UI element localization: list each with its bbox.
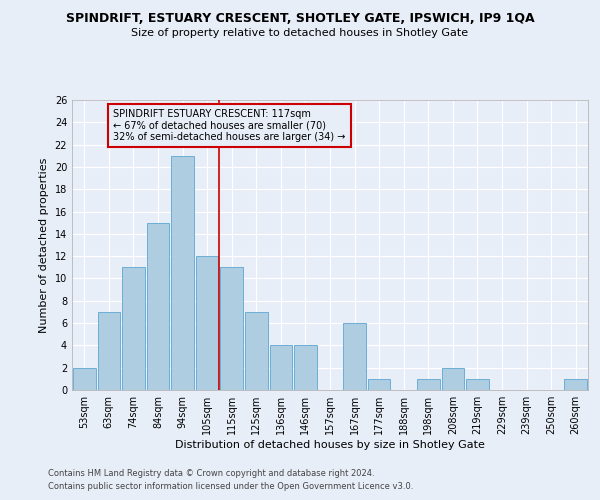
Bar <box>220 268 243 390</box>
Bar <box>343 323 366 390</box>
Bar <box>171 156 194 390</box>
Text: Contains HM Land Registry data © Crown copyright and database right 2024.: Contains HM Land Registry data © Crown c… <box>48 468 374 477</box>
Bar <box>565 379 587 390</box>
Text: Contains public sector information licensed under the Open Government Licence v3: Contains public sector information licen… <box>48 482 413 491</box>
Bar <box>269 346 292 390</box>
Text: Size of property relative to detached houses in Shotley Gate: Size of property relative to detached ho… <box>131 28 469 38</box>
Text: SPINDRIFT, ESTUARY CRESCENT, SHOTLEY GATE, IPSWICH, IP9 1QA: SPINDRIFT, ESTUARY CRESCENT, SHOTLEY GAT… <box>65 12 535 26</box>
Bar <box>73 368 95 390</box>
Y-axis label: Number of detached properties: Number of detached properties <box>39 158 49 332</box>
X-axis label: Distribution of detached houses by size in Shotley Gate: Distribution of detached houses by size … <box>175 440 485 450</box>
Bar <box>294 346 317 390</box>
Bar <box>442 368 464 390</box>
Bar <box>98 312 120 390</box>
Bar <box>466 379 489 390</box>
Bar <box>122 268 145 390</box>
Bar <box>368 379 391 390</box>
Bar <box>196 256 218 390</box>
Bar <box>146 222 169 390</box>
Bar <box>417 379 440 390</box>
Text: SPINDRIFT ESTUARY CRESCENT: 117sqm
← 67% of detached houses are smaller (70)
32%: SPINDRIFT ESTUARY CRESCENT: 117sqm ← 67%… <box>113 108 346 142</box>
Bar <box>245 312 268 390</box>
